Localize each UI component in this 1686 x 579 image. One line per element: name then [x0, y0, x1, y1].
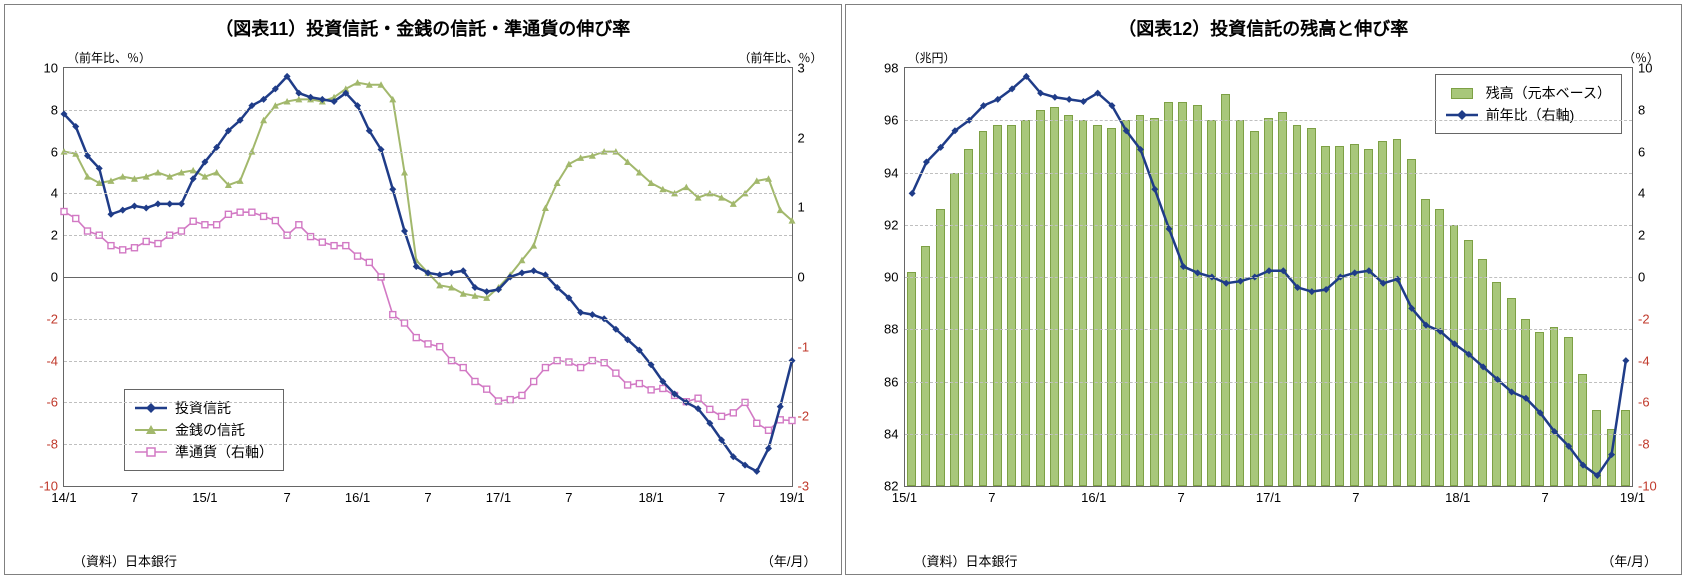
ytick-left: -4: [46, 353, 64, 368]
ytick-right: 0: [792, 270, 805, 285]
ytick-left: 96: [884, 113, 904, 128]
ytick-left: 84: [884, 426, 904, 441]
ytick-right: 1: [792, 200, 805, 215]
chart11-unit-left: （前年比、％）: [67, 49, 151, 66]
ytick-right: -8: [1632, 437, 1650, 452]
xtick: 7: [424, 486, 431, 505]
legend-swatch: [135, 424, 167, 436]
xtick: 17/1: [486, 486, 511, 505]
ytick-left: 88: [884, 322, 904, 337]
chart12-title: （図表12）投資信託の残高と伸び率: [854, 15, 1674, 41]
chart11-panel: （図表11）投資信託・金銭の信託・準通貨の伸び率 （前年比、％） （前年比、％）…: [4, 4, 842, 575]
ytick-left: 90: [884, 270, 904, 285]
chart11-title: （図表11）投資信託・金銭の信託・準通貨の伸び率: [13, 15, 833, 41]
xtick: 18/1: [1445, 486, 1470, 505]
legend-item: 投資信託: [135, 398, 273, 418]
legend-swatch: [135, 446, 167, 458]
ytick-right: -6: [1632, 395, 1650, 410]
ytick-right: -4: [1632, 353, 1650, 368]
ytick-left: 86: [884, 374, 904, 389]
ytick-right: -1: [792, 339, 810, 354]
xtick: 7: [565, 486, 572, 505]
xtick: 19/1: [779, 486, 804, 505]
xtick: 19/1: [1620, 486, 1645, 505]
xtick: 14/1: [51, 486, 76, 505]
legend-item: 残高（元本ベース）: [1446, 83, 1611, 103]
chart12-plot: 残高（元本ベース） 前年比（右軸) 828486889092949698-10-…: [904, 67, 1634, 487]
ytick-left: -2: [46, 311, 64, 326]
xtick: 7: [283, 486, 290, 505]
ytick-right: 0: [1632, 270, 1645, 285]
chart11-plot: 投資信託 金銭の信託 準通貨（右軸）: [63, 67, 793, 487]
xtick: 18/1: [638, 486, 663, 505]
legend-label: 残高（元本ベース）: [1486, 83, 1611, 103]
ytick-right: 2: [1632, 228, 1645, 243]
xtick: 16/1: [1081, 486, 1106, 505]
ytick-left: 4: [51, 186, 64, 201]
ytick-right: -2: [1632, 311, 1650, 326]
ytick-right: 6: [1632, 144, 1645, 159]
legend-label: 投資信託: [175, 398, 231, 418]
chart11-xaxis-label: （年/月）: [761, 551, 817, 570]
xtick: 7: [1352, 486, 1359, 505]
ytick-right: 10: [1632, 61, 1652, 76]
ytick-right: 8: [1632, 102, 1645, 117]
ytick-left: -6: [46, 395, 64, 410]
ytick-left: 92: [884, 217, 904, 232]
ytick-left: 98: [884, 61, 904, 76]
ytick-left: 2: [51, 228, 64, 243]
chart12-legend: 残高（元本ベース） 前年比（右軸): [1435, 74, 1622, 134]
chart11-unit-right: （前年比、％）: [738, 49, 822, 66]
legend-swatch: [1446, 109, 1478, 121]
legend-label: 前年比（右軸): [1486, 105, 1575, 125]
ytick-left: 6: [51, 144, 64, 159]
legend-item: 金銭の信託: [135, 420, 273, 440]
ytick-left: 94: [884, 165, 904, 180]
xtick: 17/1: [1256, 486, 1281, 505]
ytick-left: 10: [44, 61, 64, 76]
legend-item: 前年比（右軸): [1446, 105, 1611, 125]
chart12-unit-left: （兆円）: [908, 49, 956, 66]
xtick: 7: [718, 486, 725, 505]
xtick: 7: [131, 486, 138, 505]
xtick: 7: [988, 486, 995, 505]
legend-swatch: [135, 402, 167, 414]
chart11-source: （資料）日本銀行: [73, 551, 177, 570]
xtick: 15/1: [892, 486, 917, 505]
xtick: 15/1: [192, 486, 217, 505]
chart11-legend: 投資信託 金銭の信託 準通貨（右軸）: [124, 389, 284, 471]
chart12-panel: （図表12）投資信託の残高と伸び率 （兆円） （％） 残高（元本ベース）: [845, 4, 1683, 575]
chart12-xaxis-label: （年/月）: [1601, 551, 1657, 570]
ytick-right: 3: [792, 61, 805, 76]
ytick-left: 8: [51, 102, 64, 117]
ytick-right: 4: [1632, 186, 1645, 201]
ytick-left: -8: [46, 437, 64, 452]
chart12-source: （資料）日本銀行: [914, 551, 1018, 570]
xtick: 16/1: [345, 486, 370, 505]
ytick-right: -2: [792, 409, 810, 424]
ytick-left: 0: [51, 270, 64, 285]
xtick: 7: [1178, 486, 1185, 505]
legend-label: 金銭の信託: [175, 420, 245, 440]
legend-swatch: [1446, 87, 1478, 99]
xtick: 7: [1542, 486, 1549, 505]
ytick-right: 2: [792, 130, 805, 145]
